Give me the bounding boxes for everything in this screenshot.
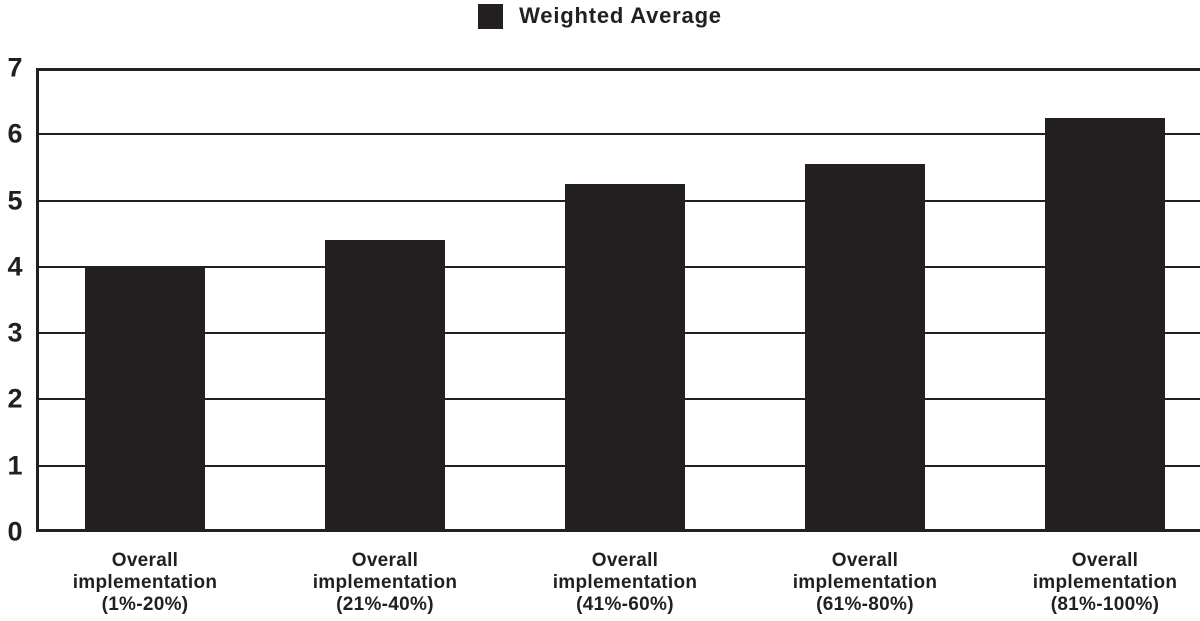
legend-label: Weighted Average: [519, 3, 722, 28]
x-axis-label-4: Overall implementation (61%-80%): [792, 550, 938, 615]
x-axis-labels: Overall implementation (1%-20%) Overall i…: [25, 550, 1200, 616]
bar-4: [805, 164, 925, 532]
bar-1: [85, 267, 205, 532]
bar-slot-5: [985, 68, 1200, 532]
bar-5: [1045, 118, 1165, 532]
bar-3: [565, 184, 685, 532]
legend: Weighted Average: [0, 3, 1200, 29]
x-axis-label-2: Overall implementation (21%-40%): [312, 550, 458, 615]
y-tick-label-4: 4: [7, 251, 23, 282]
bar-slot-3: [505, 68, 745, 532]
x-axis-label-3: Overall implementation (41%-60%): [552, 550, 698, 615]
gridline-y-6: [36, 133, 1200, 135]
y-tick-label-6: 6: [7, 118, 23, 149]
x-axis-label-5: Overall implementation (81%-100%): [1032, 550, 1178, 615]
gridline-y-7: [36, 68, 1200, 71]
y-tick-label-7: 7: [7, 52, 23, 83]
bars-container: [25, 68, 1200, 532]
y-tick-label-5: 5: [7, 185, 23, 216]
y-axis-line: [36, 68, 39, 532]
y-tick-label-3: 3: [7, 317, 23, 348]
bar-2: [325, 240, 445, 532]
bar-slot-1: [25, 68, 265, 532]
plot-area: 0 1 2 3 4 5 6 7: [0, 54, 1200, 545]
x-axis-label-1: Overall implementation (1%-20%): [72, 550, 218, 615]
bar-slot-2: [265, 68, 505, 532]
bar-slot-4: [745, 68, 985, 532]
y-tick-label-2: 2: [7, 383, 23, 414]
y-tick-label-0: 0: [7, 516, 23, 547]
legend-swatch-weighted-average: [478, 3, 504, 29]
y-tick-label-1: 1: [7, 450, 23, 481]
